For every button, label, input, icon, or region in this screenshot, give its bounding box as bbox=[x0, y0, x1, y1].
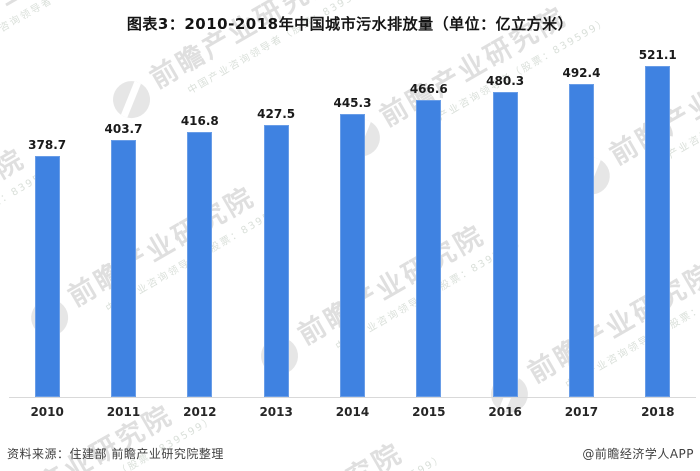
value-label: 492.4 bbox=[562, 66, 601, 80]
x-tick-label: 2013 bbox=[259, 405, 293, 419]
x-axis: 2010 2011 2012 2013 2014 2015 2016 2017 2018 bbox=[9, 399, 696, 419]
value-label: 416.8 bbox=[180, 114, 219, 128]
bar-2018 bbox=[645, 65, 671, 397]
x-tick-label: 2017 bbox=[564, 405, 599, 419]
bar-2015 bbox=[416, 100, 442, 397]
value-label: 427.5 bbox=[257, 107, 296, 122]
value-label: 403.7 bbox=[104, 122, 143, 137]
watermark-text-large: 前瞻产业研究院 bbox=[208, 414, 439, 471]
x-tick-label: 2010 bbox=[30, 405, 64, 419]
bar-column-2012: 416.8 bbox=[162, 42, 238, 397]
bar-column-2017: 492.4 bbox=[543, 42, 619, 397]
value-label: 378.7 bbox=[28, 138, 67, 153]
bar-column-2015: 466.6 bbox=[391, 42, 467, 397]
bar-column-2018: 521.1 bbox=[620, 42, 696, 397]
x-tick-label: 2014 bbox=[335, 405, 370, 419]
source-note: 资料来源：住建部 前瞻产业研究院整理 bbox=[7, 447, 224, 461]
bar-2014 bbox=[339, 113, 365, 397]
x-tick-label: 2012 bbox=[183, 405, 217, 419]
x-tick-label: 2011 bbox=[106, 405, 141, 419]
brand-note: @前瞻经济学人APP bbox=[582, 447, 694, 461]
value-label: 480.3 bbox=[486, 73, 525, 88]
bar-column-2010: 378.7 bbox=[9, 42, 85, 397]
value-label: 466.6 bbox=[409, 82, 448, 97]
bar-2010 bbox=[34, 156, 60, 397]
footer: 资料来源：住建部 前瞻产业研究院整理 @前瞻经济学人APP bbox=[7, 445, 694, 462]
value-label: 521.1 bbox=[638, 47, 677, 62]
bar-2012 bbox=[187, 132, 213, 397]
bar-2016 bbox=[492, 91, 518, 397]
bar-column-2014: 445.3 bbox=[314, 42, 390, 397]
bar-2017 bbox=[568, 84, 594, 397]
bar-column-2013: 427.5 bbox=[238, 42, 314, 397]
x-tick-label: 2016 bbox=[488, 405, 522, 419]
chart-title: 图表3：2010-2018年中国城市污水排放量（单位：亿立方米） bbox=[126, 15, 574, 33]
plot-area: 378.7 403.7 416.8 427.5 445.3 466.6 480.3 492.4… bbox=[9, 42, 696, 398]
x-tick-label: 2018 bbox=[641, 405, 675, 419]
bar-column-2016: 480.3 bbox=[467, 42, 543, 397]
x-tick-label: 2015 bbox=[412, 405, 446, 419]
bar-2011 bbox=[110, 140, 136, 397]
bar-2013 bbox=[263, 125, 289, 397]
value-label: 445.3 bbox=[333, 95, 372, 110]
bar-column-2011: 403.7 bbox=[85, 42, 161, 397]
